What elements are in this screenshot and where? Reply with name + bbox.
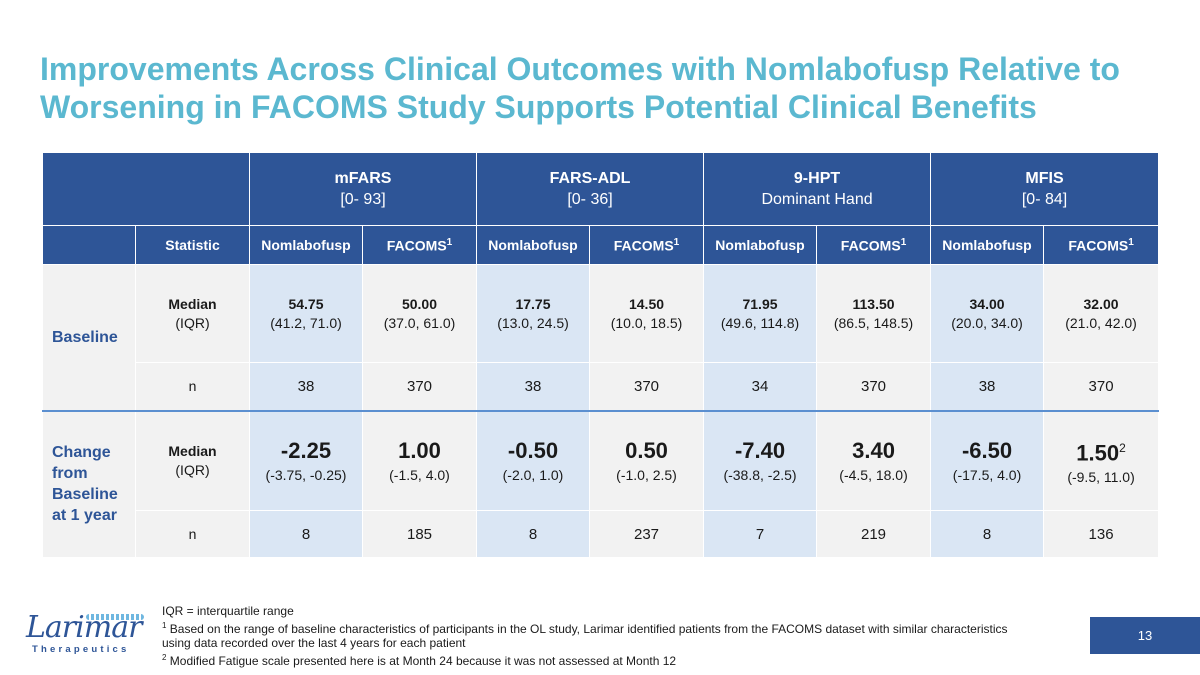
header-group-9hpt: 9-HPT Dominant Hand: [703, 152, 932, 226]
header-row-groups: mFARS [0- 93] FARS-ADL [0- 36] 9-HPT Domina…: [42, 152, 1160, 226]
stat-median-iqr: Median (IQR): [135, 264, 250, 363]
footnote-iqr: IQR = interquartile range: [162, 604, 294, 618]
baseline-cell: 14.50 (10.0, 18.5): [588, 264, 705, 363]
header-statistic: Statistic: [135, 225, 250, 265]
larimar-logo: Larimar Therapeutics: [26, 612, 146, 660]
n-cell: 38: [249, 362, 363, 411]
change-cell: -0.50 (-2.0, 1.0): [476, 409, 590, 511]
logo-subtitle: Therapeutics: [32, 644, 130, 655]
baseline-cell: 71.95 (49.6, 114.8): [703, 264, 818, 363]
header-group-fars-adl: FARS-ADL [0- 36]: [475, 152, 705, 226]
baseline-cell: 50.00 (37.0, 61.0): [362, 264, 477, 363]
baseline-cell: 113.50 (86.5, 148.5): [816, 264, 932, 363]
change-label: Change from Baseline at 1 year: [42, 409, 136, 558]
baseline-median-row: Baseline Median (IQR) 54.75 (41.2, 71.0) 5…: [42, 264, 1160, 411]
change-cell: 0.50 (-1.0, 2.5): [588, 409, 705, 511]
baseline-cell: 54.75 (41.2, 71.0): [249, 264, 363, 363]
footnote-1: 1 Based on the range of baseline charact…: [162, 620, 1008, 651]
change-cell: 1.00 (-1.5, 4.0): [362, 409, 477, 511]
header-group-mfars: mFARS [0- 93]: [249, 152, 477, 226]
change-n-row: n 8 185 8 237 7 219 8 136: [43, 510, 1160, 558]
n-cell: 8: [249, 510, 363, 558]
n-cell: 38: [476, 362, 590, 411]
logo-dots-graphic: [86, 614, 144, 620]
n-cell: 7: [703, 510, 818, 558]
change-cell: 1.502 (-9.5, 11.0): [1043, 409, 1160, 511]
change-cell: -6.50 (-17.5, 4.0): [930, 409, 1045, 511]
header-nom: Nomlabofusp: [703, 225, 818, 265]
n-cell: 34: [703, 362, 818, 411]
header-nom: Nomlabofusp: [476, 225, 590, 265]
n-cell: 136: [1043, 510, 1160, 558]
baseline-label: Baseline: [42, 264, 136, 411]
stat-n: n: [135, 362, 250, 411]
header-group-mfis: MFIS [0- 84]: [930, 152, 1160, 226]
baseline-cell: 17.75 (13.0, 24.5): [476, 264, 590, 363]
change-cell: -2.25 (-3.75, -0.25): [249, 409, 363, 511]
n-cell: 370: [1043, 362, 1160, 411]
stat-n: n: [135, 510, 250, 558]
header-nom: Nomlabofusp: [930, 225, 1045, 265]
n-cell: 219: [816, 510, 932, 558]
change-cell: -7.40 (-38.8, -2.5): [703, 409, 818, 511]
footnote-2: 2 Modified Fatigue scale presented here …: [162, 652, 677, 668]
baseline-n-row: n 38 370 38 370 34 370 38 370: [43, 362, 1160, 411]
change-cell: 3.40 (-4.5, 18.0): [816, 409, 932, 511]
footnotes: IQR = interquartile range 1 Based on the…: [162, 604, 1022, 668]
n-cell: 370: [816, 362, 932, 411]
n-cell: 370: [588, 362, 705, 411]
baseline-cell: 34.00 (20.0, 34.0): [930, 264, 1045, 363]
header-blank: [42, 152, 250, 226]
header-row-columns: Statistic Nomlabofusp FACOMS1 Nomlabofus…: [42, 225, 1160, 265]
change-median-row: Change from Baseline at 1 year Median (IQR) …: [42, 409, 1160, 558]
baseline-cell: 32.00 (21.0, 42.0): [1043, 264, 1160, 363]
stat-median-iqr: Median (IQR): [135, 409, 250, 511]
header-fac: FACOMS1: [1043, 225, 1160, 265]
page-title: Improvements Across Clinical Outcomes wi…: [40, 51, 1120, 125]
n-cell: 8: [476, 510, 590, 558]
n-cell: 237: [588, 510, 705, 558]
header-blank-2: [42, 225, 136, 265]
header-fac: FACOMS1: [816, 225, 932, 265]
n-cell: 38: [930, 362, 1045, 411]
header-nom: Nomlabofusp: [249, 225, 363, 265]
header-fac: FACOMS1: [588, 225, 705, 265]
outcomes-table: mFARS [0- 93] FARS-ADL [0- 36] 9-HPT Domina…: [42, 152, 1160, 558]
page-number: 13: [1090, 617, 1200, 654]
n-cell: 370: [362, 362, 477, 411]
n-cell: 8: [930, 510, 1045, 558]
header-fac: FACOMS1: [362, 225, 477, 265]
n-cell: 185: [362, 510, 477, 558]
